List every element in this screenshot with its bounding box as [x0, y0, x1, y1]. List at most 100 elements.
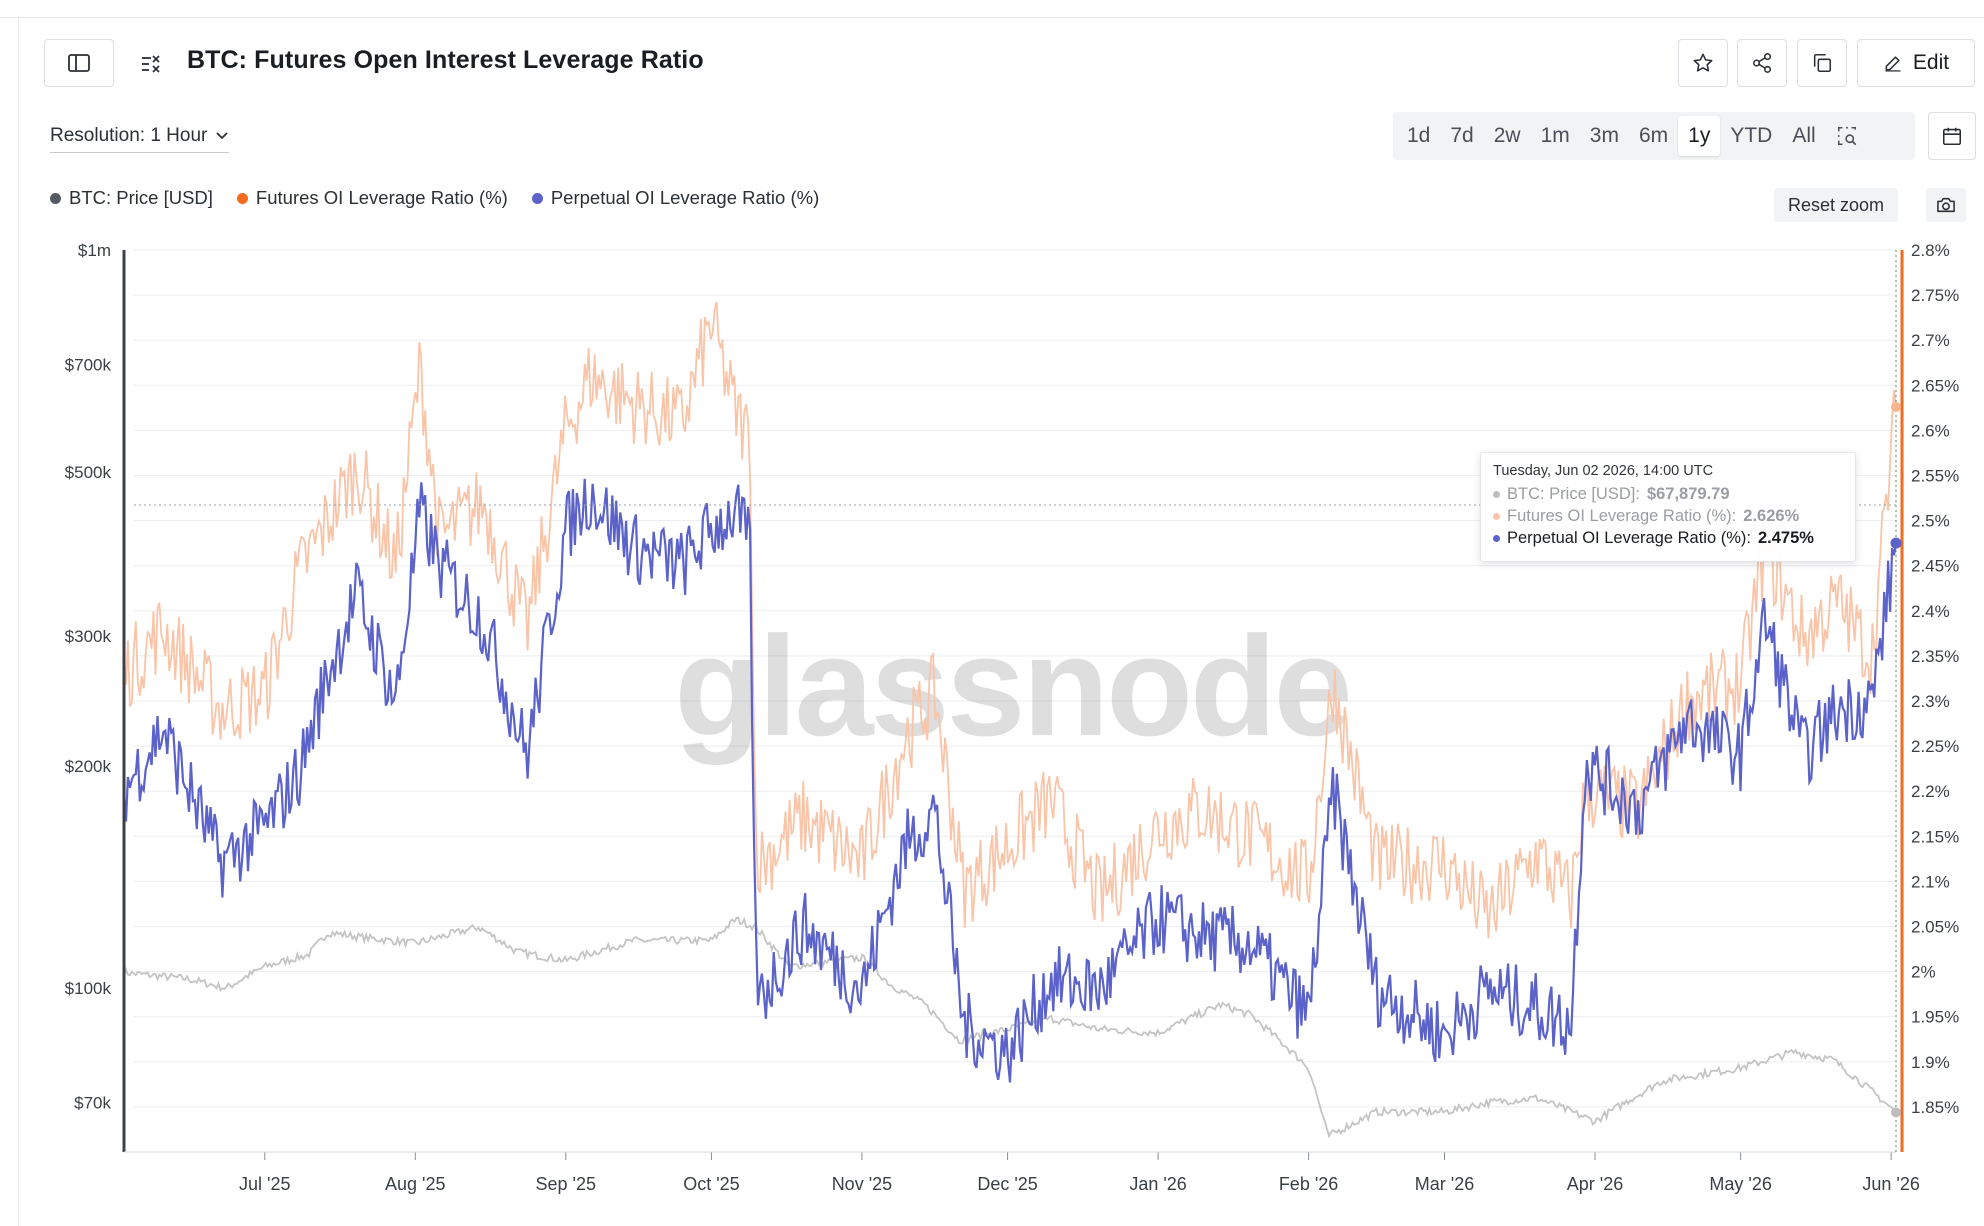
sidebar-toggle-button[interactable] — [44, 39, 114, 87]
calendar-icon — [1942, 127, 1962, 146]
left-axis-tick-label: $700k — [65, 355, 112, 374]
camera-icon — [1937, 197, 1955, 213]
tooltip-value-price: $67,879.79 — [1646, 485, 1730, 503]
range-1y[interactable]: 1y — [1678, 116, 1721, 156]
watermark-text: glassnode — [674, 607, 1349, 766]
series-line-btc-price — [123, 916, 1897, 1139]
page-title: BTC: Futures Open Interest Leverage Rati… — [187, 46, 704, 74]
tooltip-dot-futures — [1493, 513, 1500, 520]
hover-point-price — [1891, 1107, 1901, 1118]
screenshot-button[interactable] — [1926, 188, 1966, 222]
right-axis-tick-label: 2.35% — [1911, 647, 1959, 666]
legend-item-price[interactable]: BTC: Price [USD] — [50, 187, 213, 209]
copy-icon — [1813, 53, 1832, 73]
chart-legend: BTC: Price [USD] Futures OI Leverage Rat… — [50, 187, 819, 209]
tooltip-row-price: BTC: Price [USD]: $67,879.79 — [1493, 485, 1843, 504]
right-axis-tick-label: 2.25% — [1911, 737, 1959, 756]
right-axis-tick-label: 1.9% — [1911, 1053, 1950, 1072]
resolution-select[interactable]: Resolution: 1 Hour — [50, 125, 230, 153]
right-axis-tick-label: 2.4% — [1911, 602, 1950, 621]
formula-button[interactable] — [139, 52, 163, 76]
range-3m[interactable]: 3m — [1589, 124, 1619, 147]
copy-button[interactable] — [1797, 39, 1847, 87]
legend-dot-perpetual — [531, 192, 543, 204]
hover-point-perpetual — [1890, 537, 1902, 549]
range-ytd[interactable]: YTD — [1730, 124, 1773, 147]
right-axis-tick-label: 2.65% — [1911, 376, 1959, 395]
range-selector: 1d 7d 2w 1m 3m 6m 1y YTD All — [1393, 112, 1915, 160]
tooltip-dot-perpetual — [1493, 535, 1500, 542]
right-axis-tick-label: 2.55% — [1911, 467, 1959, 486]
x-axis-tick-label: Jan '26 — [1129, 1174, 1186, 1194]
zoom-select-icon — [1837, 127, 1856, 146]
legend-item-perpetual[interactable]: Perpetual OI Leverage Ratio (%) — [531, 187, 819, 209]
hover-point-futures — [1891, 401, 1901, 412]
top-border — [0, 17, 1984, 18]
left-border — [18, 18, 19, 1226]
tooltip-label-perpetual: Perpetual OI Leverage Ratio (%): — [1507, 529, 1751, 547]
range-all[interactable]: All — [1792, 124, 1816, 147]
right-axis-tick-label: 2.15% — [1911, 827, 1959, 846]
tooltip-label-futures: Futures OI Leverage Ratio (%): — [1507, 507, 1737, 525]
sidebar-toggle-icon — [68, 54, 90, 72]
right-axis-tick-label: 2.45% — [1911, 557, 1959, 576]
favorite-button[interactable] — [1678, 39, 1728, 87]
right-axis-tick-label: 1.95% — [1911, 1008, 1959, 1027]
resolution-label: Resolution: 1 Hour — [50, 125, 208, 146]
range-6m[interactable]: 6m — [1638, 124, 1669, 147]
series-line-futures-oi — [123, 301, 1897, 939]
chevron-down-icon — [216, 132, 229, 140]
right-axis-tick-label: 2.8% — [1911, 241, 1950, 260]
x-axis-tick-label: Feb '26 — [1279, 1174, 1338, 1194]
range-1m[interactable]: 1m — [1540, 124, 1570, 147]
x-axis-tick-label: May '26 — [1709, 1174, 1771, 1194]
zoom-select-button[interactable] — [1826, 116, 1868, 156]
share-button[interactable] — [1737, 39, 1787, 87]
x-axis-tick-label: Dec '25 — [977, 1174, 1037, 1194]
right-axis-tick-label: 2.05% — [1911, 918, 1959, 937]
x-axis-tick-label: Apr '26 — [1567, 1174, 1623, 1194]
right-axis-tick-label: 1.85% — [1911, 1098, 1959, 1117]
left-axis-tick-label: $100k — [65, 979, 112, 998]
tooltip-dot-price — [1493, 491, 1500, 498]
edit-button[interactable]: Edit — [1857, 39, 1975, 87]
tooltip-label-price: BTC: Price [USD]: — [1507, 485, 1640, 503]
calendar-button[interactable] — [1928, 112, 1976, 160]
tooltip-row-futures: Futures OI Leverage Ratio (%): 2.626% — [1493, 507, 1843, 526]
right-axis-tick-label: 2.75% — [1911, 286, 1959, 305]
tooltip-value-futures: 2.626% — [1743, 507, 1800, 525]
left-axis-tick-label: $500k — [65, 463, 112, 482]
x-axis-tick-label: Oct '25 — [683, 1174, 739, 1194]
tooltip-row-perpetual: Perpetual OI Leverage Ratio (%): 2.475% — [1493, 529, 1843, 548]
legend-item-futures[interactable]: Futures OI Leverage Ratio (%) — [236, 187, 508, 209]
range-2w[interactable]: 2w — [1493, 124, 1521, 147]
x-axis-tick-label: Nov '25 — [832, 1174, 892, 1194]
right-axis-tick-label: 2.3% — [1911, 692, 1950, 711]
chart-tooltip: Tuesday, Jun 02 2026, 14:00 UTC BTC: Pri… — [1480, 452, 1856, 562]
x-axis-tick-label: Sep '25 — [536, 1174, 597, 1194]
right-axis-tick-label: 2.6% — [1911, 421, 1950, 440]
pencil-icon — [1885, 56, 1901, 72]
star-icon — [1693, 53, 1713, 72]
x-axis-tick-label: Jul '25 — [239, 1174, 290, 1194]
share-icon — [1752, 53, 1772, 73]
legend-dot-price — [50, 192, 61, 204]
tooltip-value-perpetual: 2.475% — [1757, 529, 1814, 547]
right-axis-tick-label: 2.2% — [1911, 782, 1950, 801]
formula-icon — [142, 55, 160, 73]
legend-label-price: BTC: Price [USD] — [69, 187, 213, 208]
left-axis-tick-label: $70k — [74, 1094, 111, 1113]
range-1d[interactable]: 1d — [1407, 124, 1431, 147]
reset-zoom-button[interactable]: Reset zoom — [1774, 188, 1898, 222]
x-axis-tick-label: Aug '25 — [385, 1174, 446, 1194]
edit-label: Edit — [1912, 51, 1950, 74]
right-axis-tick-label: 2.7% — [1911, 331, 1950, 350]
x-axis-tick-label: Jun '26 — [1862, 1174, 1919, 1194]
legend-label-futures: Futures OI Leverage Ratio (%) — [255, 187, 508, 208]
series-line-perpetual-oi — [122, 478, 1898, 1083]
left-axis-tick-label: $200k — [65, 757, 112, 776]
right-axis-tick-label: 2.1% — [1911, 872, 1950, 891]
range-7d[interactable]: 7d — [1450, 124, 1474, 147]
x-axis-tick-label: Mar '26 — [1415, 1174, 1474, 1194]
